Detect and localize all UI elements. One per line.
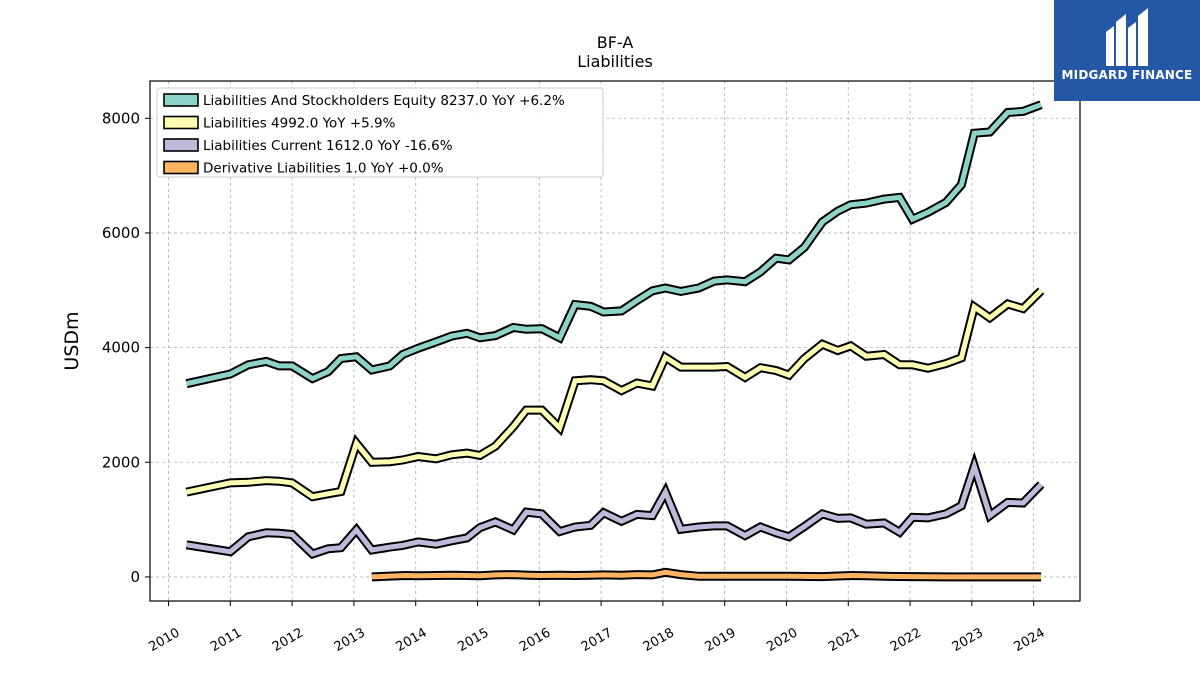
series-line bbox=[185, 288, 1043, 500]
x-tick-label: 2019 bbox=[703, 625, 739, 655]
plot-frame bbox=[149, 80, 1081, 602]
series-0 bbox=[185, 100, 1043, 389]
x-tick-label: 2012 bbox=[270, 625, 306, 655]
y-axis: 0 2000 4000 6000 8000 bbox=[102, 109, 150, 586]
legend-swatch bbox=[163, 160, 199, 175]
x-tick-label: 2024 bbox=[1011, 625, 1047, 655]
logo-mark-icon bbox=[1106, 8, 1148, 66]
series-2 bbox=[185, 451, 1045, 560]
x-tick-label: 2014 bbox=[394, 625, 430, 655]
x-tick-label: 2016 bbox=[517, 625, 553, 655]
legend-label: Derivative Liabilities 1.0 YoY +0.0% bbox=[203, 161, 444, 177]
chart-subtitle: Liabilities bbox=[577, 52, 653, 71]
y-tick-label: 8000 bbox=[102, 109, 140, 127]
x-tick-label: 2021 bbox=[826, 625, 862, 655]
y-tick-label: 4000 bbox=[102, 339, 140, 357]
legend-swatch bbox=[163, 115, 199, 130]
series-line bbox=[371, 569, 1042, 580]
x-tick-label: 2015 bbox=[455, 625, 491, 655]
series-line bbox=[185, 102, 1042, 387]
series-line bbox=[186, 458, 1043, 557]
legend-swatch bbox=[163, 138, 199, 152]
series-line-outline bbox=[185, 287, 1045, 502]
y-axis-label: USDm bbox=[61, 311, 83, 370]
legend-swatch bbox=[163, 93, 199, 107]
x-axis: 2010 2011 2012 2013 2014 2015 2016 2017 2018 2019… bbox=[146, 601, 1048, 655]
x-tick-label: 2020 bbox=[764, 625, 800, 655]
x-tick-label: 2017 bbox=[579, 625, 615, 655]
x-tick-label: 2023 bbox=[950, 625, 986, 655]
y-tick-label: 0 bbox=[130, 568, 140, 586]
legend-label: Liabilities Current 1612.0 YoY -16.6% bbox=[203, 138, 453, 154]
x-tick-label: 2010 bbox=[146, 625, 182, 655]
x-tick-label: 2013 bbox=[332, 625, 368, 655]
x-tick-label: 2018 bbox=[641, 625, 677, 655]
chart-title: BF-A bbox=[597, 33, 634, 52]
series-3 bbox=[371, 567, 1042, 582]
series-layer bbox=[185, 100, 1045, 582]
brand-name: MIDGARD FINANCE bbox=[1061, 68, 1193, 82]
legend-label: Liabilities And Stockholders Equity 8237… bbox=[203, 93, 565, 109]
x-tick-label: 2011 bbox=[208, 625, 244, 655]
legend: Liabilities And Stockholders Equity 8237… bbox=[156, 87, 604, 178]
y-tick-label: 2000 bbox=[102, 453, 140, 471]
legend-label: Liabilities 4992.0 YoY +5.9% bbox=[203, 116, 396, 132]
y-tick-label: 6000 bbox=[102, 224, 140, 242]
series-line-outline bbox=[185, 451, 1045, 560]
series-1 bbox=[185, 287, 1045, 502]
x-tick-label: 2022 bbox=[888, 625, 924, 655]
legend-box bbox=[156, 87, 604, 178]
brand-logo: MIDGARD FINANCE bbox=[1054, 0, 1200, 101]
